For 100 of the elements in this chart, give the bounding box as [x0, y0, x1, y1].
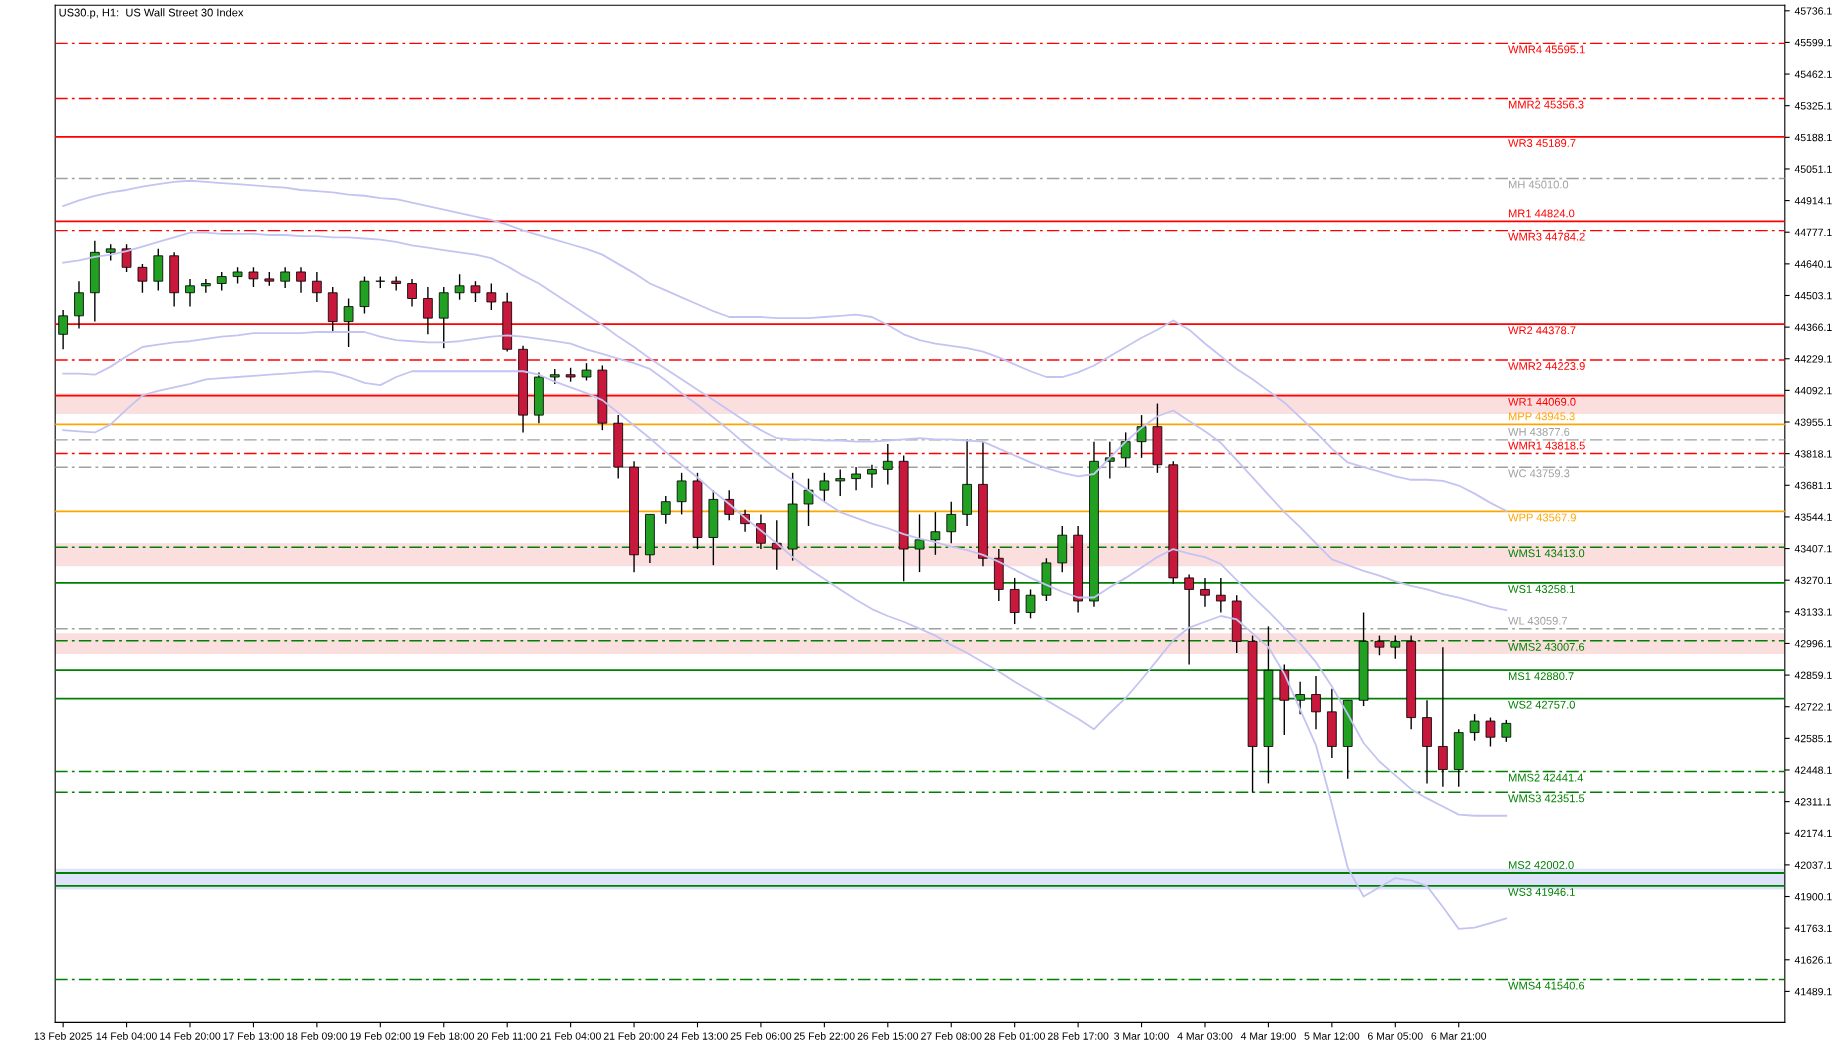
y-tick-label: 42448.1 [1794, 766, 1832, 774]
ref-line-label: WH 43877.6 [1508, 428, 1570, 436]
candlestick [121, 243, 132, 273]
ref-line-label: WMS3 42351.5 [1508, 794, 1585, 803]
x-tick-label: 25 Feb 22:00 [794, 1032, 855, 1040]
y-tick-label: 43544.1 [1794, 513, 1832, 521]
ref-line-label: WC 43759.3 [1508, 469, 1570, 478]
y-tick-label: 44092.1 [1794, 386, 1832, 395]
y-tick-label: 42996.1 [1794, 639, 1832, 648]
candlestick [660, 495, 671, 525]
ref-line-label: WL 43059.7 [1508, 616, 1568, 625]
candlestick [58, 309, 68, 351]
y-tick-label: 45325.1 [1794, 102, 1832, 110]
ref-line-label: MMS2 42441.4 [1508, 773, 1584, 782]
candlestick [1120, 431, 1131, 468]
y-tick-label: 44914.1 [1794, 197, 1832, 205]
ref-line-label: WR1 44069.0 [1508, 397, 1576, 406]
ref-line-label: MH 45010.0 [1508, 180, 1569, 189]
y-tick-label: 42859.1 [1794, 671, 1832, 679]
candlestick [454, 273, 465, 301]
candlestick [248, 266, 259, 288]
y-tick-label: 42037.1 [1794, 861, 1832, 869]
ref-line-label: MS1 42880.7 [1508, 672, 1574, 681]
candlestick [216, 271, 227, 292]
x-tick-label: 27 Feb 08:00 [921, 1032, 982, 1040]
candlestick [137, 263, 148, 294]
candlestick [74, 280, 84, 330]
candlestick [676, 472, 687, 516]
ref-line-label: WMR4 45595.1 [1508, 45, 1585, 54]
candlestick [1136, 414, 1147, 459]
candlestick [819, 472, 830, 503]
candlestick [1390, 634, 1401, 660]
candlestick [312, 271, 322, 303]
y-tick-label: 43681.1 [1794, 481, 1832, 490]
candlestick [851, 466, 861, 491]
y-tick-label: 44366.1 [1794, 323, 1832, 331]
x-tick-label: 28 Feb 17:00 [1047, 1032, 1109, 1040]
y-tick-label: 43818.1 [1794, 450, 1832, 458]
y-tick-label: 41626.1 [1794, 956, 1832, 964]
ref-line-label: WMS1 43413.0 [1508, 549, 1585, 558]
ref-line-label: WS1 43258.1 [1508, 585, 1575, 593]
ref-line-label: WR3 45189.7 [1508, 139, 1576, 147]
candlestick [280, 266, 291, 289]
candlestick [201, 278, 211, 294]
ref-line-label: MS2 42002.0 [1508, 861, 1574, 869]
ref-line-label: MPP 43945.3 [1508, 412, 1575, 421]
ref-line-label: WMR3 44784.2 [1508, 232, 1585, 241]
candlestick [343, 297, 354, 348]
x-tick-label: 19 Feb 18:00 [413, 1032, 475, 1040]
x-tick-label: 14 Feb 20:00 [160, 1032, 221, 1040]
x-tick-label: 4 Mar 03:00 [1177, 1032, 1233, 1040]
candlestick [470, 280, 481, 303]
ref-line-label: WMS2 43007.6 [1508, 642, 1585, 651]
ref-line-label: WMS4 41540.6 [1508, 981, 1585, 990]
y-tick-label: 42585.1 [1794, 734, 1832, 743]
y-tick-label: 45051.1 [1794, 165, 1832, 173]
y-tick-label: 43270.1 [1794, 576, 1832, 585]
x-tick-label: 21 Feb 20:00 [603, 1032, 665, 1040]
candlestick [1311, 675, 1321, 730]
y-tick-label: 44229.1 [1794, 355, 1832, 363]
x-tick-label: 13 Feb 2025 [34, 1032, 92, 1040]
ref-line-label: WMR2 44223.9 [1508, 362, 1585, 370]
ref-line-label: WS2 42757.0 [1508, 700, 1575, 709]
ref-line-label: WS3 41946.1 [1508, 888, 1575, 896]
candlestick [407, 278, 417, 308]
y-tick-label: 44640.1 [1794, 260, 1832, 268]
y-tick-label: 45188.1 [1794, 133, 1832, 142]
candlestick [1295, 681, 1305, 715]
y-tick-label: 45462.1 [1794, 70, 1832, 78]
candlestick [1485, 716, 1496, 748]
candlestick [1200, 577, 1210, 608]
y-tick-label: 41489.1 [1794, 987, 1832, 996]
candlestick [930, 511, 941, 556]
ref-line-label: WMR1 43818.5 [1508, 441, 1585, 450]
candlestick [486, 282, 497, 311]
line-series [62, 370, 1508, 930]
y-tick-label: 45599.1 [1794, 38, 1832, 47]
chart-title: US30.p, H1: US Wall Street 30 Index [59, 8, 244, 19]
line-series [62, 231, 1508, 612]
candlestick [1009, 577, 1020, 625]
y-tick-label: 44777.1 [1794, 228, 1832, 236]
candlestick [882, 443, 893, 486]
candlestick [1184, 573, 1194, 666]
line-series [62, 331, 1508, 817]
y-tick-label: 41763.1 [1794, 924, 1832, 933]
y-tick-label: 45736.1 [1794, 7, 1832, 15]
y-tick-label: 42311.1 [1794, 798, 1831, 806]
candlestick [296, 266, 306, 294]
x-tick-label: 24 Feb 13:00 [667, 1032, 728, 1040]
y-tick-label: 42722.1 [1794, 703, 1832, 711]
x-tick-label: 17 Feb 13:00 [223, 1032, 284, 1040]
x-tick-label: 6 Mar 05:00 [1368, 1032, 1423, 1040]
x-tick-label: 5 Mar 12:00 [1304, 1032, 1360, 1040]
candlestick [803, 477, 814, 527]
x-tick-label: 26 Feb 15:00 [857, 1032, 919, 1040]
x-tick-label: 3 Mar 10:00 [1114, 1032, 1169, 1040]
candlestick [1215, 577, 1226, 614]
ref-line-label: MMR2 45356.3 [1508, 100, 1584, 109]
candlestick [867, 464, 877, 489]
y-tick-label: 44503.1 [1794, 291, 1832, 300]
